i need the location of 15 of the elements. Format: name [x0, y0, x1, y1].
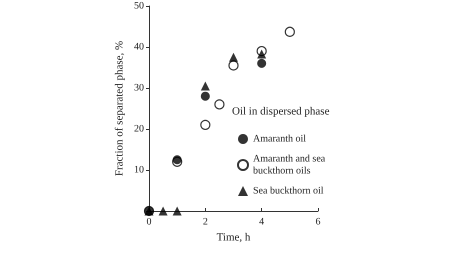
x-tick-label: 2 — [202, 216, 208, 228]
y-tick-label: 40 — [134, 42, 144, 52]
x-tick-label: 0 — [146, 216, 152, 228]
legend-label: Sea buckthorn oil — [253, 186, 324, 196]
legend-title: Oil in dispersed phase — [232, 106, 330, 118]
x-tick-label: 6 — [316, 216, 320, 228]
y-axis-title: Fraction of separated phase, % — [114, 40, 126, 176]
legend-label: Amaranth and sea buckthorn oils — [253, 154, 328, 176]
legend-label: Amaranth oil — [253, 134, 306, 144]
x-axis-title: Time, h — [216, 231, 251, 244]
y-tick-label: 10 — [134, 164, 144, 176]
x-tick-label: 4 — [259, 216, 264, 228]
y-tick-label: 50 — [134, 0, 144, 12]
y-tick-label: 30 — [134, 82, 144, 94]
y-tick-label: 20 — [134, 124, 144, 134]
